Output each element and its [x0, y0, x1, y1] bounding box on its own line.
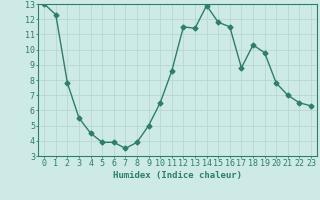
- X-axis label: Humidex (Indice chaleur): Humidex (Indice chaleur): [113, 171, 242, 180]
